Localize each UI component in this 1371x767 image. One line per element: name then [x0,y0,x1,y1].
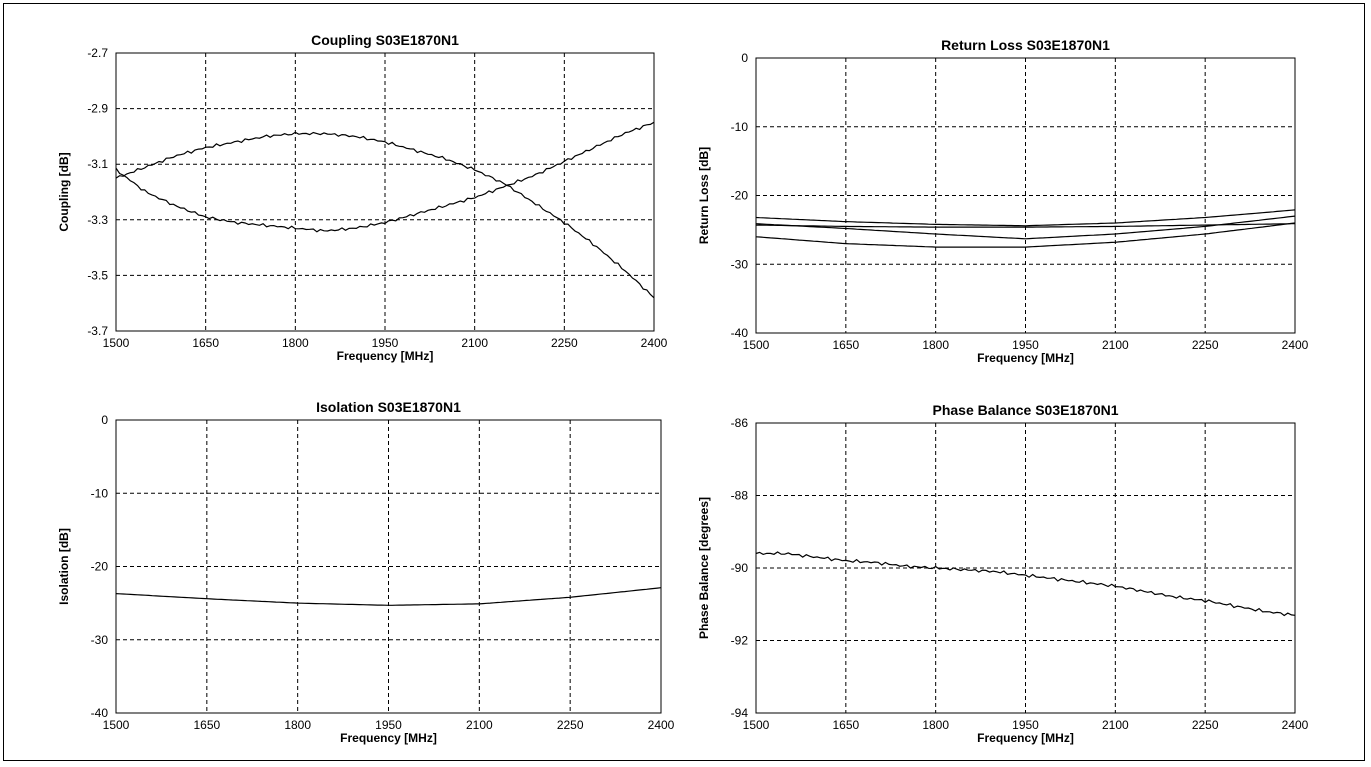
chart-panel-1: 1500 1650 1800 1950 2100 2250 2400 -2.7 -2.9 -3.1… [57,32,668,363]
y-tick-label: -30 [91,633,109,647]
x-tick-label: 1500 [743,718,770,732]
x-tick-label: 2250 [551,336,578,350]
x-tick-label: 1800 [922,718,949,732]
series-line-2 [755,215,1296,240]
y-tick-label: -2.9 [87,102,108,116]
y-tick-label: -94 [731,706,749,720]
x-tick-label: 1800 [284,718,311,732]
y-tick-label: -40 [91,706,109,720]
x-tick-label: 2100 [1102,338,1129,352]
x-tick-label: 2100 [461,336,488,350]
x-axis-label: Frequency [MHz] [337,349,434,363]
series-line-4 [756,223,1295,228]
y-tick-label: -3.5 [87,268,108,282]
y-tick-label: -10 [731,120,749,134]
y-tick-label: -30 [731,257,749,271]
y-tick-label: -20 [731,189,749,203]
y-tick-label: -10 [91,486,109,500]
series-line-1 [115,587,662,606]
y-tick-label: -2.7 [87,46,108,60]
x-tick-label: 2250 [1192,718,1219,732]
y-tick-label: 0 [101,413,108,427]
x-tick-label: 1800 [922,338,949,352]
x-tick-label: 2400 [1282,338,1309,352]
x-tick-label: 1500 [103,336,130,350]
series-line-1 [755,209,1296,227]
y-tick-label: -90 [731,561,749,575]
chart-panel-2: 1500 1650 1800 1950 2100 2250 2400 0 -10 -20 -30 -4… [697,37,1309,365]
y-axis-label: Phase Balance [degrees] [697,497,711,639]
series-line-1 [755,551,1296,617]
y-tick-label: -88 [731,489,749,503]
x-axis-label: Frequency [MHz] [340,731,437,745]
x-tick-label: 1650 [832,718,859,732]
chart-title: Return Loss S03E1870N1 [941,37,1110,53]
y-tick-label: -3.7 [87,324,108,338]
figure-frame [3,3,1365,761]
x-tick-label: 1500 [743,338,770,352]
chart-panel-3: 1500 1650 1800 1950 2100 2250 2400 0 -10 -20 -30 -4… [57,399,675,745]
chart-title: Isolation S03E1870N1 [316,399,461,415]
x-tick-label: 2250 [1192,338,1219,352]
x-tick-label: 2400 [641,336,668,350]
x-tick-label: 1650 [192,336,219,350]
chart-panel-4: 1500 1650 1800 1950 2100 2250 2400 -86 -88 -90 -92… [697,402,1309,745]
y-axis-label: Isolation [dB] [57,528,71,605]
x-tick-label: 1950 [372,336,399,350]
x-tick-label: 1650 [832,338,859,352]
x-tick-label: 1950 [375,718,402,732]
y-tick-label: -40 [731,326,749,340]
x-tick-label: 2100 [466,718,493,732]
y-tick-label: -3.3 [87,213,108,227]
plot-area [115,52,655,332]
x-tick-label: 2400 [648,718,675,732]
y-tick-label: -86 [731,416,749,430]
y-tick-label: -20 [91,560,109,574]
chart-title: Phase Balance S03E1870N1 [932,402,1118,418]
y-tick-label: -3.1 [87,157,108,171]
x-tick-label: 2400 [1282,718,1309,732]
x-tick-label: 1800 [282,336,309,350]
y-tick-label: 0 [741,51,748,65]
x-tick-label: 1950 [1012,338,1039,352]
x-axis-label: Frequency [MHz] [977,351,1074,365]
y-tick-label: -92 [731,634,749,648]
x-tick-label: 1650 [193,718,220,732]
x-tick-label: 1950 [1012,718,1039,732]
series-line-1 [115,131,655,299]
x-tick-label: 1500 [103,718,130,732]
chart-title: Coupling S03E1870N1 [311,32,459,48]
x-tick-label: 2100 [1102,718,1129,732]
x-tick-label: 2250 [557,718,584,732]
y-axis-label: Return Loss [dB] [697,147,711,244]
series-line-3 [755,222,1296,248]
y-axis-label: Coupling [dB] [57,152,71,231]
series-line-2 [115,121,655,233]
x-axis-label: Frequency [MHz] [977,731,1074,745]
